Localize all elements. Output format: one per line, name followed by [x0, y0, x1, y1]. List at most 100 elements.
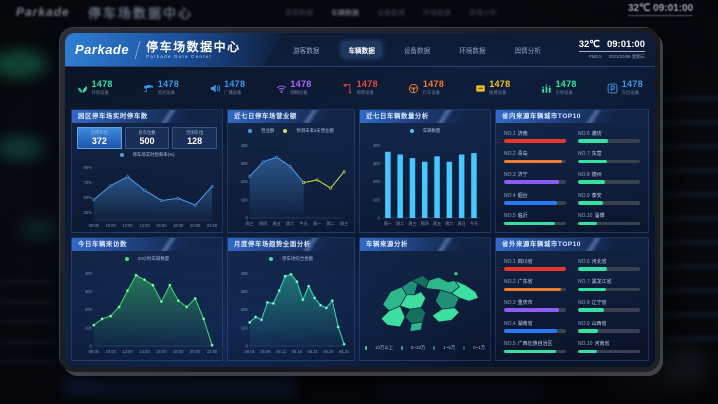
bg-clock-text: 32℃ 09:01:00: [628, 3, 694, 16]
svg-text:22:00: 22:00: [207, 349, 217, 354]
map-legend: 10万以上 5~10万 1~5万 0~1万: [365, 344, 485, 352]
svg-text:400: 400: [373, 143, 381, 148]
today-area-chart: 0 100 200 300 400 08:00 10:00 12:00 14:00 16:00 18…: [85, 271, 217, 354]
svg-text:周五: 周五: [273, 221, 281, 226]
toll-icon: [475, 83, 486, 94]
top-list-item: NO.10 河南省: [578, 336, 640, 357]
monitor-frame: Parkade 停车场数据中心 Parkade Data Center 游客数据…: [60, 28, 660, 372]
nav-tab-1[interactable]: 游客数据: [293, 47, 320, 55]
equipment-stat: 1478 监控设备: [143, 80, 179, 96]
speaker-icon: [210, 83, 221, 94]
panel-top10-out-province: 省外来源车辆城市TOP10 NO.1 四川省 NO.2 广东省 NO.3 重庆市 NO.4 湖…: [495, 237, 649, 361]
top-list-item: NO.4 烟台: [504, 188, 566, 209]
svg-text:20:00: 20:00: [190, 349, 201, 354]
panel-monthly-trend: 月度停车场趋势全面分析 停车场综合金额 0 100 200 300 400 06.01 06…: [227, 237, 355, 361]
equipment-stat: 1478 车位设备: [607, 80, 643, 96]
svg-text:90%: 90%: [84, 165, 93, 170]
legend-dot: [283, 128, 288, 133]
svg-text:200: 200: [373, 179, 381, 184]
bg-nav-item: 游客数据: [285, 10, 313, 17]
panel-title: 今日车辆来访数: [72, 238, 222, 251]
top-list-item: NO.2 青岛: [504, 147, 566, 168]
province-map: [380, 272, 479, 332]
legend-label: 1~5万: [443, 345, 456, 350]
stat-label: 收费设备: [489, 90, 507, 95]
stat-label: 网络设备: [290, 90, 308, 95]
stat-label: 照明设备: [356, 90, 374, 95]
camera-icon: [143, 83, 154, 94]
svg-text:100: 100: [85, 325, 93, 330]
svg-text:周一: 周一: [384, 221, 392, 226]
svg-text:300: 300: [85, 289, 93, 294]
chart-legend: 停车场实时饱和率(%): [77, 150, 217, 159]
panel-weekly-revenue: 近七日停车场营业额 营业额 预测未来3天营业额 0 100 200 300 400 周三 周四…: [227, 109, 355, 233]
nav-tab-5[interactable]: 舆情分析: [514, 47, 541, 55]
svg-text:16:00: 16:00: [156, 223, 167, 228]
chart-legend: 停车场综合金额: [233, 254, 349, 263]
chart-legend: 营业额 预测未来3天营业额: [233, 126, 349, 135]
legend-dot: [365, 346, 367, 350]
legend-label: 0~1万: [473, 345, 485, 350]
svg-text:08:00: 08:00: [89, 349, 100, 354]
svg-text:14:00: 14:00: [139, 349, 150, 354]
bg-nav: 游客数据 车辆数据 设备数据 环境数据 舆情分析: [285, 8, 497, 18]
top-list-item: NO.2 广东省: [504, 275, 566, 296]
street-lamp-icon: [342, 83, 353, 94]
svg-text:400: 400: [241, 271, 249, 276]
svg-text:0: 0: [245, 343, 248, 348]
page-subtitle: Parkade Data Center: [146, 53, 213, 59]
top-list-item: NO.5 临沂: [504, 208, 566, 229]
legend-dot: [463, 346, 466, 350]
svg-text:周六: 周六: [445, 220, 453, 226]
panel-title: 近七日车辆数量分析: [360, 110, 490, 123]
panel-vehicle-source-map: 车辆来源分析: [359, 237, 491, 361]
svg-text:周四: 周四: [421, 221, 429, 226]
legend-dot: [119, 152, 124, 157]
steering-wheel-icon: [408, 83, 419, 94]
date-value: 2021/10/06 星期三: [608, 53, 645, 59]
panel-title: 车辆来源分析: [360, 238, 490, 251]
svg-text:12:00: 12:00: [122, 223, 133, 228]
equipment-stat: 1478 收费设备: [475, 80, 511, 96]
svg-text:周四: 周四: [259, 221, 267, 226]
top-list-item: NO.9 山西省: [578, 316, 640, 337]
stat-box-total: 总车位数 500: [124, 127, 170, 149]
svg-text:300: 300: [241, 161, 249, 166]
monthly-area-chart: 0 100 200 300 400 06.01 06.06 06.11 06.16 06.21 06…: [241, 271, 349, 354]
legend-label: 24小时车辆数量: [137, 255, 170, 261]
top-list-item: NO.1 四川省: [504, 254, 566, 275]
stat-label: 引导设备: [555, 90, 573, 95]
svg-text:周六: 周六: [286, 220, 294, 226]
top-list-item: NO.7 黑龙江省: [578, 275, 640, 296]
svg-text:16:00: 16:00: [156, 349, 167, 354]
svg-text:周三: 周三: [408, 221, 416, 226]
svg-text:400: 400: [241, 143, 249, 148]
svg-text:周三: 周三: [340, 221, 348, 226]
top-list-item: NO.5 广西壮族自治区: [504, 336, 566, 357]
svg-text:06.11: 06.11: [276, 349, 287, 354]
equipment-stat: 1478 环境设备: [77, 80, 113, 96]
legend-dot: [401, 346, 404, 350]
nav-tab-3[interactable]: 设备数据: [403, 47, 431, 55]
svg-text:30%: 30%: [84, 210, 93, 215]
brand-block: Parkade 停车场数据中心 Parkade Data Center: [65, 33, 283, 66]
bg-nav-item: 设备数据: [377, 10, 405, 17]
stat-label: 车位设备: [621, 90, 639, 95]
svg-text:18:00: 18:00: [173, 223, 184, 228]
leaf-icon: [77, 83, 88, 94]
top-list-item: NO.3 重庆市: [504, 295, 566, 316]
legend-label: 预测未来3天营业额: [296, 127, 334, 133]
svg-text:70%: 70%: [84, 180, 93, 185]
panel-today-visits: 今日车辆来访数 24小时车辆数量 0 100 200 300 400 08:00 10:00…: [71, 237, 223, 361]
top-list-item: NO.6 潍坊: [578, 126, 640, 147]
bg-nav-item: 环境数据: [423, 10, 451, 17]
bg-faint-list: [0, 280, 56, 370]
nav-tab-2[interactable]: 车辆数据: [342, 42, 381, 57]
stat-value: 1478: [555, 79, 577, 89]
svg-text:300: 300: [241, 289, 249, 294]
nav-tab-4[interactable]: 环境数据: [459, 47, 486, 55]
legend-label: 5~10万: [411, 345, 426, 350]
svg-text:06.06: 06.06: [260, 349, 271, 354]
